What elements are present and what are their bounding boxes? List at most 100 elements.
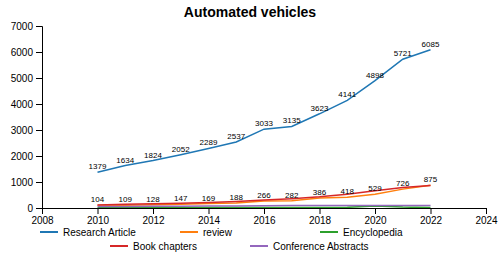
plot: 2008 2010 2012 2014 2016 2018 2020 2022 2024 0 100… bbox=[11, 21, 498, 226]
chart: 2008 2010 2012 2014 2016 2018 2020 2022 2024 0 100… bbox=[0, 0, 500, 260]
data-label: 3623 bbox=[311, 104, 329, 113]
data-label: 104 bbox=[91, 195, 105, 204]
data-label: 147 bbox=[174, 194, 188, 203]
y-tick-mark bbox=[36, 208, 42, 209]
x-tick-label: 2008 bbox=[31, 215, 54, 226]
data-label: 386 bbox=[313, 188, 327, 197]
y-tick-mark bbox=[36, 52, 42, 53]
y-tick: 6000 bbox=[11, 47, 42, 58]
y-tick-mark bbox=[36, 78, 42, 79]
data-label: 529 bbox=[368, 184, 382, 193]
data-label: 282 bbox=[285, 191, 299, 200]
x-tick-label: 2016 bbox=[253, 215, 276, 226]
lines bbox=[98, 50, 431, 208]
y-tick-mark bbox=[36, 104, 42, 105]
y-tick: 7000 bbox=[11, 21, 42, 32]
x-tick: 2014 bbox=[198, 208, 221, 226]
legend-label: review bbox=[203, 227, 233, 238]
data-label: 1634 bbox=[116, 156, 134, 165]
data-label: 5721 bbox=[394, 49, 412, 58]
legend-swatch bbox=[250, 245, 268, 247]
x-tick: 2008 bbox=[31, 208, 54, 226]
y-tick: 5000 bbox=[11, 73, 42, 84]
legend-swatch bbox=[110, 245, 128, 247]
y-tick-label: 3000 bbox=[11, 125, 34, 136]
x-tick-label: 2018 bbox=[309, 215, 332, 226]
legend-item: Encyclopedia bbox=[320, 227, 403, 238]
data-label: 3033 bbox=[255, 119, 273, 128]
y-tick-label: 1000 bbox=[11, 177, 34, 188]
y-tick-mark bbox=[36, 26, 42, 27]
series-line bbox=[98, 206, 431, 207]
data-label: 6085 bbox=[422, 40, 440, 49]
data-label: 2052 bbox=[172, 145, 190, 154]
data-label: 266 bbox=[257, 191, 271, 200]
data-label: 4141 bbox=[338, 90, 356, 99]
y-tick-label: 2000 bbox=[11, 151, 34, 162]
x-tick-label: 2014 bbox=[198, 215, 221, 226]
x-tick-mark bbox=[375, 208, 376, 214]
x-tick-mark bbox=[98, 208, 99, 214]
data-label: 1824 bbox=[144, 151, 162, 160]
y-tick-label: 6000 bbox=[11, 47, 34, 58]
data-label: 2289 bbox=[200, 138, 218, 147]
x-tick-label: 2020 bbox=[364, 215, 387, 226]
x-tick-mark bbox=[153, 208, 154, 214]
series-line bbox=[98, 50, 431, 172]
x-axis: 2008 2010 2012 2014 2016 2018 2020 2022 2024 bbox=[31, 208, 498, 226]
legend-label: Conference Abstracts bbox=[273, 241, 369, 252]
legend-item: Conference Abstracts bbox=[250, 241, 369, 252]
x-tick: 2012 bbox=[142, 208, 165, 226]
y-tick-label: 4000 bbox=[11, 99, 34, 110]
data-label: 418 bbox=[341, 187, 355, 196]
x-axis-line bbox=[43, 209, 487, 215]
data-labels: 1379 1634 1824 2052 2289 2537 3033 3135 3623 4141… bbox=[89, 40, 440, 205]
y-tick: 0 bbox=[27, 203, 42, 214]
y-tick-label: 5000 bbox=[11, 73, 34, 84]
legend-item: Research Article bbox=[40, 227, 136, 238]
y-tick: 4000 bbox=[11, 99, 42, 110]
x-tick-mark bbox=[486, 208, 487, 214]
x-tick-mark bbox=[431, 208, 432, 214]
data-label: 188 bbox=[230, 193, 244, 202]
x-tick: 2016 bbox=[253, 208, 276, 226]
series-line bbox=[98, 206, 431, 208]
x-tick-label: 2024 bbox=[475, 215, 498, 226]
legend-label: Book chapters bbox=[133, 241, 197, 252]
x-tick-label: 2022 bbox=[420, 215, 443, 226]
data-label: 2537 bbox=[227, 132, 245, 141]
y-axis: 0 1000 2000 3000 4000 5000 6000 7000 bbox=[11, 21, 43, 214]
data-label: 128 bbox=[146, 195, 160, 204]
x-tick-mark bbox=[209, 208, 210, 214]
data-label: 169 bbox=[202, 194, 216, 203]
legend-label: Research Article bbox=[63, 227, 136, 238]
x-tick: 2010 bbox=[87, 208, 110, 226]
legend-label: Encyclopedia bbox=[343, 227, 403, 238]
y-tick-mark bbox=[36, 156, 42, 157]
legend-item: Book chapters bbox=[110, 241, 197, 252]
data-label: 1379 bbox=[89, 162, 107, 171]
y-tick-mark bbox=[36, 182, 42, 183]
x-tick-label: 2012 bbox=[142, 215, 165, 226]
x-tick-mark bbox=[320, 208, 321, 214]
legend-swatch bbox=[40, 231, 58, 233]
x-tick-mark bbox=[264, 208, 265, 214]
title: Automated vehicles bbox=[184, 4, 316, 20]
data-label: 3135 bbox=[283, 116, 301, 125]
data-label: 109 bbox=[119, 195, 133, 204]
y-axis-line bbox=[36, 27, 43, 209]
y-tick-mark bbox=[36, 130, 42, 131]
legend-swatch bbox=[180, 231, 198, 233]
data-label: 726 bbox=[396, 179, 410, 188]
y-tick-label: 0 bbox=[27, 203, 33, 214]
data-label: 4898 bbox=[366, 71, 384, 80]
legend-swatch bbox=[320, 231, 338, 233]
x-tick: 2018 bbox=[309, 208, 332, 226]
y-tick: 1000 bbox=[11, 177, 42, 188]
data-label: 875 bbox=[424, 175, 438, 184]
x-tick: 2022 bbox=[420, 208, 443, 226]
x-tick: 2020 bbox=[364, 208, 387, 226]
x-tick-label: 2010 bbox=[87, 215, 110, 226]
y-tick: 3000 bbox=[11, 125, 42, 136]
y-tick-label: 7000 bbox=[11, 21, 34, 32]
